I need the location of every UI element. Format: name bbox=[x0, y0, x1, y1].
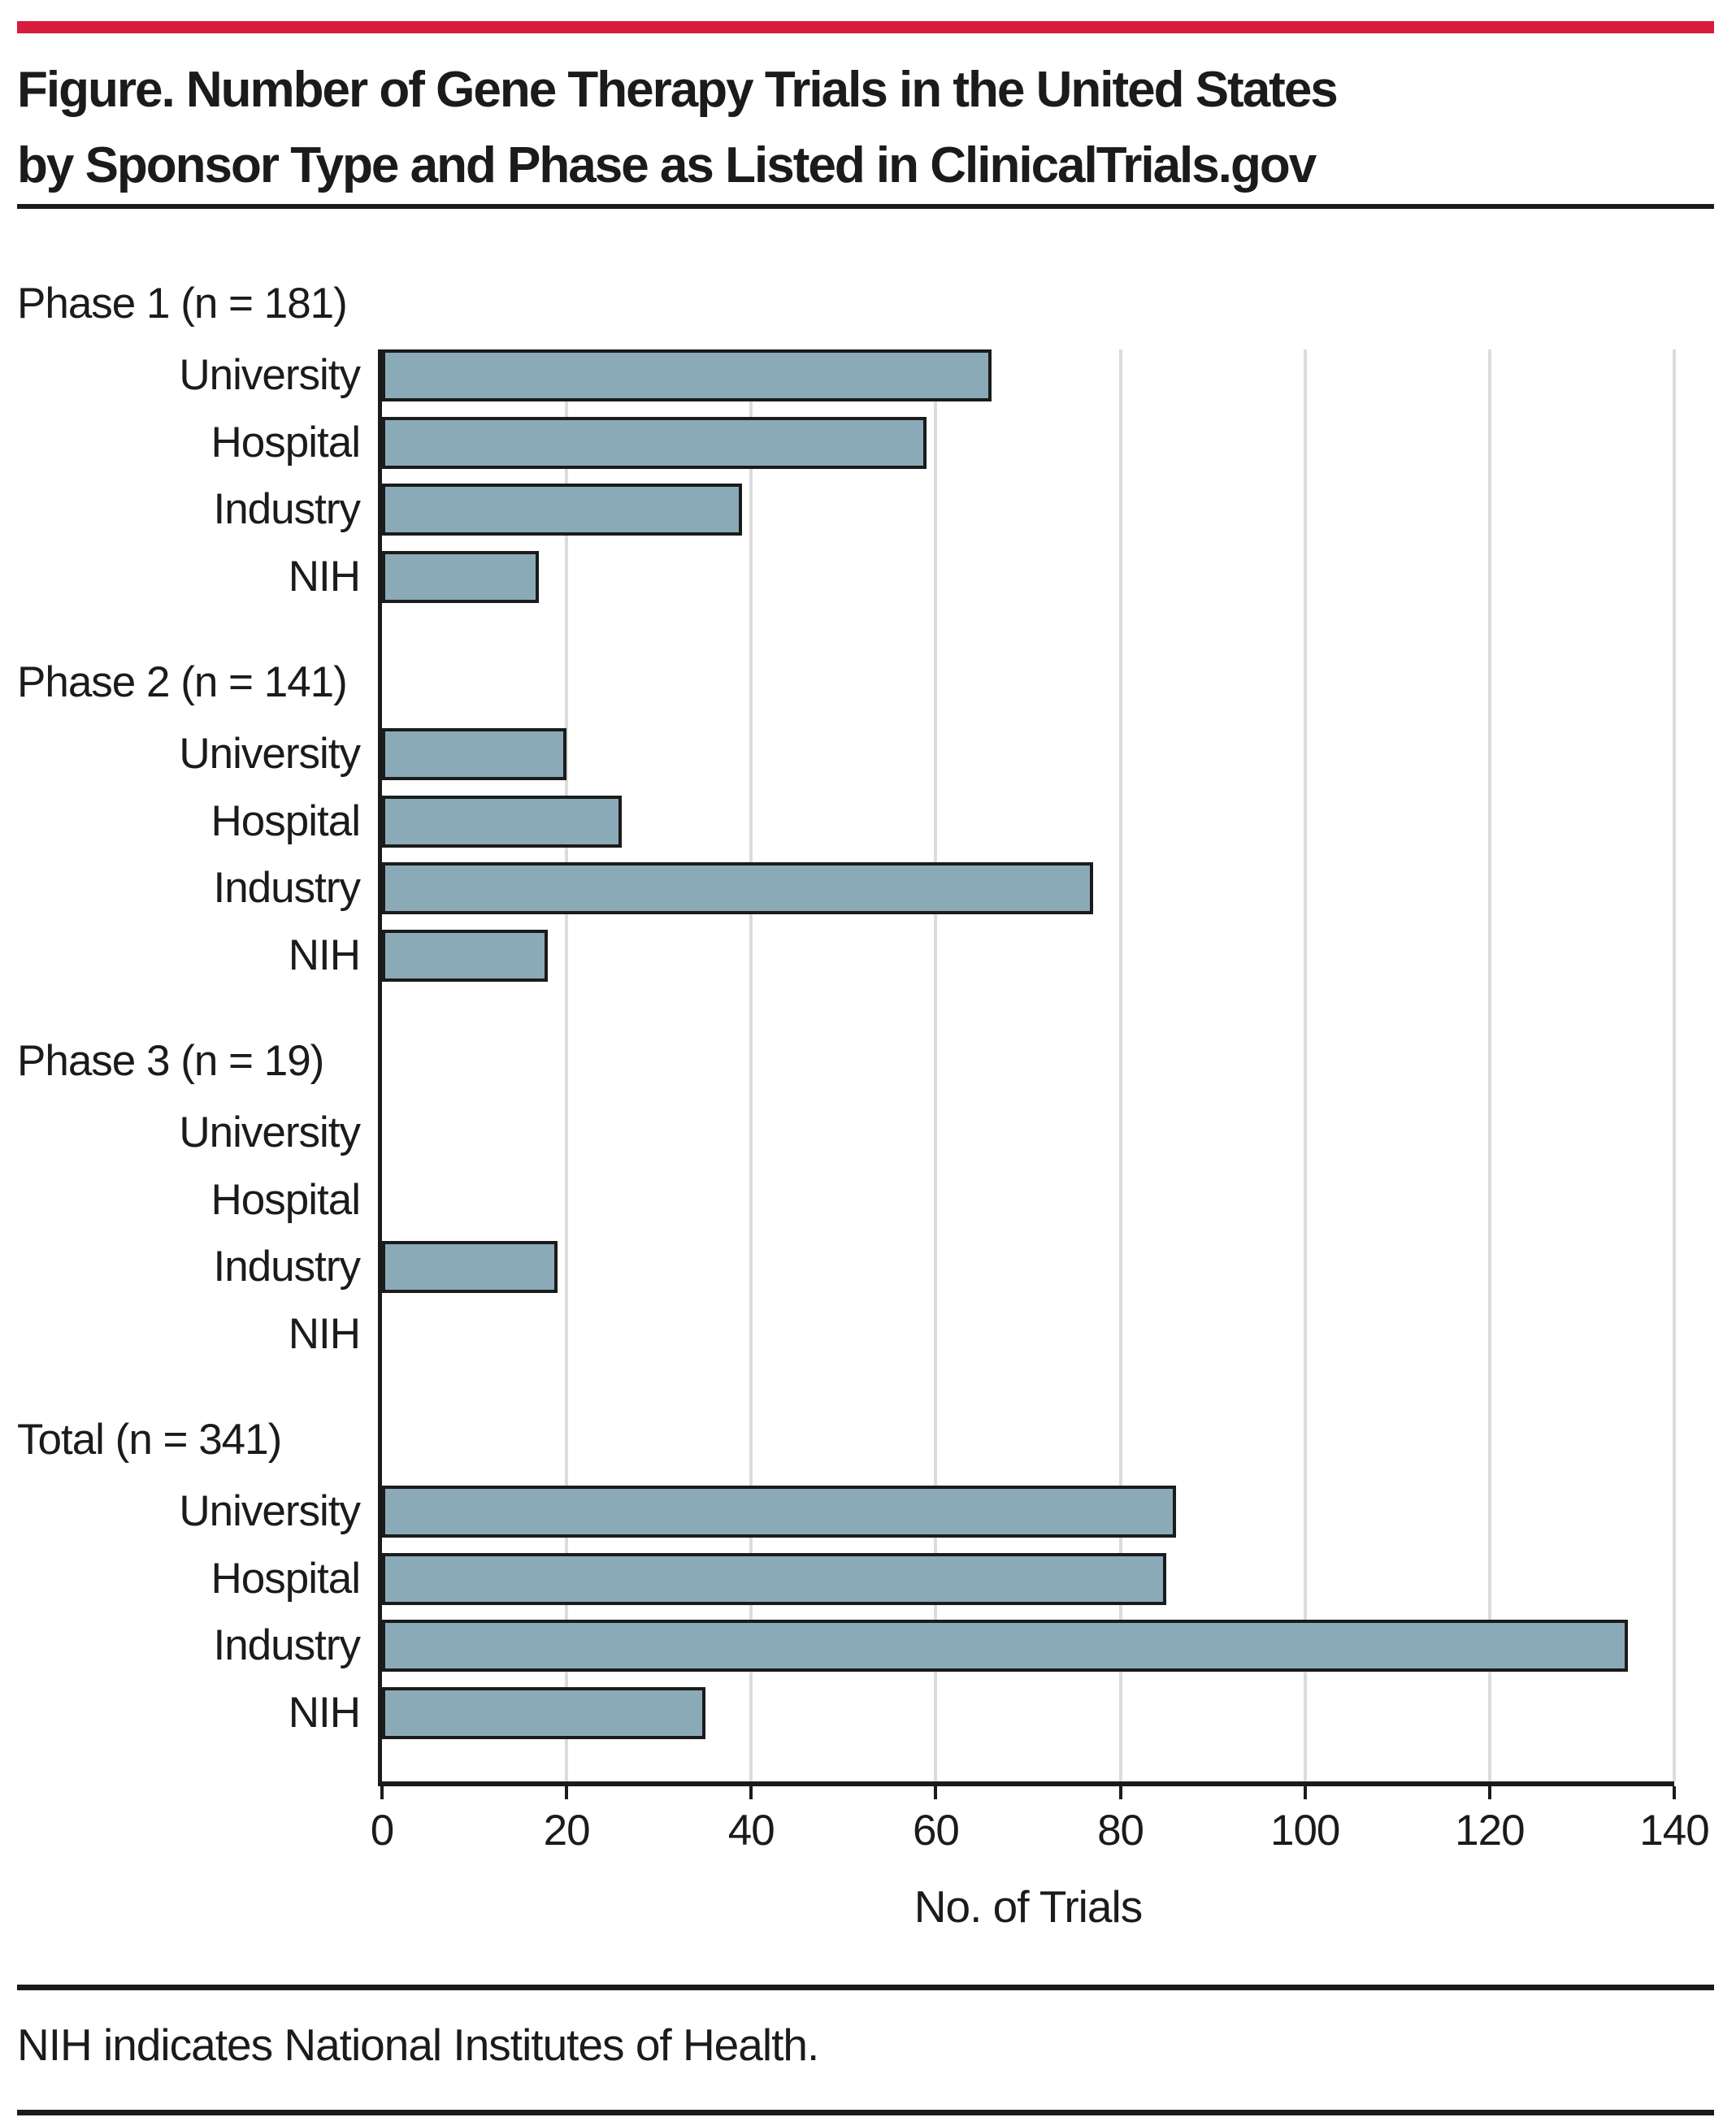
bar-total-hospital bbox=[382, 1552, 1167, 1605]
bar-row-hospital: Hospital bbox=[211, 416, 1674, 484]
bar-row-industry: Industry bbox=[213, 862, 1674, 930]
bar-total-nih bbox=[382, 1686, 705, 1739]
bar-phase-2-nih bbox=[382, 929, 549, 982]
gridline-40 bbox=[749, 349, 753, 1781]
x-tick-label-20: 20 bbox=[543, 1807, 591, 1855]
category-label-hospital: Hospital bbox=[210, 1175, 361, 1224]
title-divider-rule bbox=[17, 204, 1714, 209]
gridline-100 bbox=[1303, 349, 1307, 1781]
bar-phase-1-industry bbox=[382, 484, 742, 536]
bar-row-university: University bbox=[179, 728, 1674, 796]
bar-row-nih: NIH bbox=[289, 929, 1674, 997]
gridline-120 bbox=[1487, 349, 1491, 1781]
category-label-university: University bbox=[179, 351, 361, 399]
category-label-industry: Industry bbox=[213, 485, 361, 533]
bar-row-industry: Industry bbox=[213, 1620, 1674, 1687]
category-label-industry: Industry bbox=[213, 1621, 361, 1669]
bar-row-university: University bbox=[179, 1486, 1674, 1553]
x-tick-20 bbox=[565, 1786, 569, 1799]
gridline-140 bbox=[1673, 349, 1676, 1781]
x-tick-80 bbox=[1118, 1786, 1122, 1799]
group-label-phase-2: Phase 2 (n = 141) bbox=[17, 658, 348, 706]
bar-phase-2-industry bbox=[382, 862, 1093, 914]
bar-row-hospital: Hospital bbox=[211, 1174, 1674, 1242]
category-label-nih: NIH bbox=[288, 1688, 361, 1737]
x-tick-100 bbox=[1303, 1786, 1307, 1799]
category-label-nih: NIH bbox=[288, 552, 361, 601]
group-label-row: Phase 3 (n = 19) bbox=[17, 996, 1674, 1107]
x-tick-label-40: 40 bbox=[727, 1807, 775, 1855]
x-tick-label-120: 120 bbox=[1455, 1807, 1525, 1855]
x-tick-60 bbox=[934, 1786, 938, 1799]
bar-row-hospital: Hospital bbox=[211, 795, 1674, 863]
category-label-hospital: Hospital bbox=[210, 796, 361, 845]
bar-phase-3-industry bbox=[382, 1241, 558, 1293]
bar-row-university: University bbox=[179, 349, 1674, 417]
bar-phase-1-nih bbox=[382, 550, 540, 603]
bar-row-nih: NIH bbox=[289, 550, 1674, 618]
gridline-80 bbox=[1118, 349, 1122, 1781]
accent-bar bbox=[17, 21, 1714, 33]
category-label-nih: NIH bbox=[288, 1309, 361, 1358]
category-label-hospital: Hospital bbox=[210, 418, 361, 466]
bar-phase-1-university bbox=[382, 349, 992, 401]
category-label-industry: Industry bbox=[213, 864, 361, 912]
x-tick-40 bbox=[749, 1786, 753, 1799]
category-label-nih: NIH bbox=[288, 931, 361, 979]
footnote-top-rule bbox=[17, 1985, 1714, 1990]
x-tick-120 bbox=[1487, 1786, 1491, 1799]
bar-row-hospital: Hospital bbox=[211, 1552, 1674, 1621]
bar-phase-1-hospital bbox=[382, 416, 927, 469]
group-label-row: Phase 2 (n = 141) bbox=[17, 618, 1674, 728]
x-tick-140 bbox=[1673, 1786, 1676, 1799]
bar-row-university: University bbox=[179, 1107, 1674, 1174]
category-label-university: University bbox=[179, 730, 361, 778]
group-label-phase-1: Phase 1 (n = 181) bbox=[17, 280, 348, 328]
x-tick-label-100: 100 bbox=[1269, 1807, 1340, 1855]
plot-area: University Hospital Industry NIH Phase 2 (n … bbox=[17, 349, 1676, 1786]
bar-row-industry: Industry bbox=[213, 484, 1674, 551]
bar-phase-2-university bbox=[382, 728, 567, 780]
figure-title-line-2: by Sponsor Type and Phase as Listed in C… bbox=[17, 137, 1317, 193]
figure-title-line-1: Figure. Number of Gene Therapy Trials in… bbox=[17, 62, 1339, 118]
bar-total-university bbox=[382, 1486, 1176, 1538]
group-label-phase-3: Phase 3 (n = 19) bbox=[17, 1037, 324, 1085]
bar-row-nih: NIH bbox=[289, 1308, 1674, 1376]
gridline-60 bbox=[934, 349, 938, 1781]
x-tick-label-60: 60 bbox=[912, 1807, 960, 1855]
figure-title: Figure. Number of Gene Therapy Trials in… bbox=[17, 52, 1691, 203]
bar-row-nih: NIH bbox=[289, 1686, 1674, 1755]
category-label-university: University bbox=[179, 1109, 361, 1156]
group-label-total: Total (n = 341) bbox=[17, 1416, 282, 1464]
category-label-industry: Industry bbox=[213, 1243, 361, 1291]
bar-row-industry: Industry bbox=[213, 1241, 1674, 1308]
x-axis: 0 20 40 60 80 100 120 140 bbox=[371, 1786, 1710, 1876]
footnote: NIH indicates National Institutes of Hea… bbox=[17, 2020, 819, 2070]
gridline-20 bbox=[565, 349, 569, 1781]
bar-total-industry bbox=[382, 1620, 1629, 1672]
x-tick-label-0: 0 bbox=[370, 1807, 395, 1855]
x-axis-title: No. of Trials bbox=[914, 1881, 1143, 1932]
x-tick-0 bbox=[380, 1786, 384, 1799]
bar-phase-2-hospital bbox=[382, 795, 623, 848]
category-label-university: University bbox=[179, 1487, 361, 1535]
group-label-row: Total (n = 341) bbox=[17, 1375, 1674, 1486]
category-label-hospital: Hospital bbox=[210, 1554, 361, 1603]
x-tick-label-80: 80 bbox=[1097, 1807, 1144, 1855]
x-tick-label-140: 140 bbox=[1639, 1807, 1709, 1855]
footnote-bottom-rule bbox=[17, 2110, 1714, 2115]
